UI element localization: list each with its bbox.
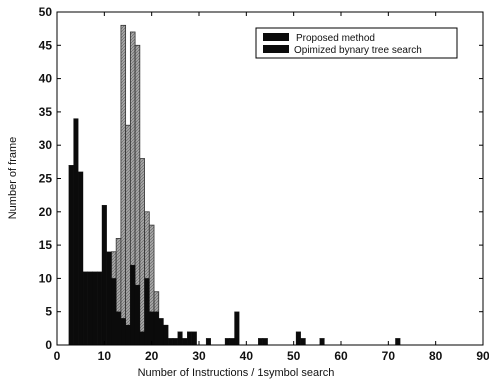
legend: Proposed method Opimized bynary tree sea… — [255, 27, 458, 59]
bar-proposed-method — [153, 311, 159, 346]
bar-proposed-method — [319, 338, 325, 346]
bar-tree-search — [139, 158, 145, 346]
legend-label-proposed: Proposed method — [296, 33, 375, 44]
bar-proposed-method — [187, 331, 193, 346]
y-tick-label: 20 — [39, 205, 53, 219]
bar-proposed-method — [144, 278, 150, 346]
bar-tree-search — [120, 24, 127, 346]
bar-proposed-method — [163, 324, 169, 346]
bar-proposed-method — [78, 171, 84, 346]
y-tick-label: 40 — [39, 72, 53, 86]
bar-proposed-method — [300, 338, 306, 346]
bar-proposed-method — [73, 118, 79, 346]
bar-proposed-method — [92, 271, 98, 346]
legend-swatch-proposed — [263, 33, 289, 41]
y-tick-label: 5 — [45, 305, 52, 319]
y-tick-label: 25 — [39, 172, 53, 186]
y-axis-title: Number of frame — [7, 137, 19, 220]
x-tick-label: 90 — [476, 349, 489, 363]
bar-proposed-method — [139, 331, 145, 346]
y-tick-label: 0 — [45, 338, 52, 352]
bar-proposed-method — [97, 271, 103, 346]
x-tick-label: 40 — [240, 349, 254, 363]
bar-proposed-method — [106, 251, 112, 346]
x-tick-label: 60 — [334, 349, 348, 363]
x-tick-label: 0 — [54, 349, 61, 363]
bar-proposed-method — [229, 338, 235, 346]
x-tick-label: 30 — [192, 349, 206, 363]
bar-tree-search — [125, 124, 131, 346]
x-tick-label: 50 — [287, 349, 301, 363]
x-tick-label: 80 — [429, 349, 443, 363]
bar-proposed-method — [168, 338, 174, 346]
legend-swatch-tree — [263, 45, 289, 53]
bars-layer — [68, 24, 401, 346]
bar-proposed-method — [87, 271, 93, 346]
bar-proposed-method — [130, 264, 136, 346]
bar-proposed-method — [82, 271, 88, 346]
bar-proposed-method — [182, 338, 188, 346]
y-tick-label: 45 — [39, 38, 53, 52]
bar-proposed-method — [120, 318, 126, 346]
y-tick-label: 10 — [39, 271, 53, 285]
bar-proposed-method — [101, 204, 107, 346]
x-tick-label: 70 — [382, 349, 396, 363]
bar-proposed-method — [234, 311, 240, 346]
bar-proposed-method — [177, 331, 183, 346]
y-tick-label: 50 — [39, 5, 53, 19]
y-tick-label: 35 — [39, 105, 53, 119]
bar-proposed-method — [134, 284, 140, 346]
bar-proposed-method — [258, 338, 264, 346]
x-tick-label: 10 — [98, 349, 112, 363]
x-axis-title: Number of Instructions / 1symbol search — [138, 367, 335, 379]
bar-proposed-method — [295, 331, 301, 346]
bar-proposed-method — [205, 338, 211, 346]
bar-proposed-method — [262, 338, 268, 346]
bar-proposed-method — [111, 278, 117, 346]
bar-proposed-method — [172, 338, 178, 346]
bar-proposed-method — [125, 324, 131, 346]
y-tick-label: 30 — [39, 138, 53, 152]
bar-proposed-method — [224, 338, 230, 346]
ticks-layer: 0 10 20 30 40 50 60 70 80 90 0 5 10 15 20 25 30 35 40 45 50 — [39, 5, 489, 363]
bar-proposed-method — [68, 165, 74, 346]
bar-proposed-method — [116, 311, 122, 346]
legend-box — [255, 27, 458, 59]
y-tick-label: 15 — [39, 238, 53, 252]
bar-proposed-method — [191, 331, 197, 346]
bar-proposed-method — [158, 318, 164, 346]
bar-proposed-method — [149, 311, 155, 346]
legend-label-tree: Opimized bynary tree search — [294, 45, 422, 56]
x-tick-label: 20 — [145, 349, 159, 363]
bar-proposed-method — [395, 338, 401, 346]
